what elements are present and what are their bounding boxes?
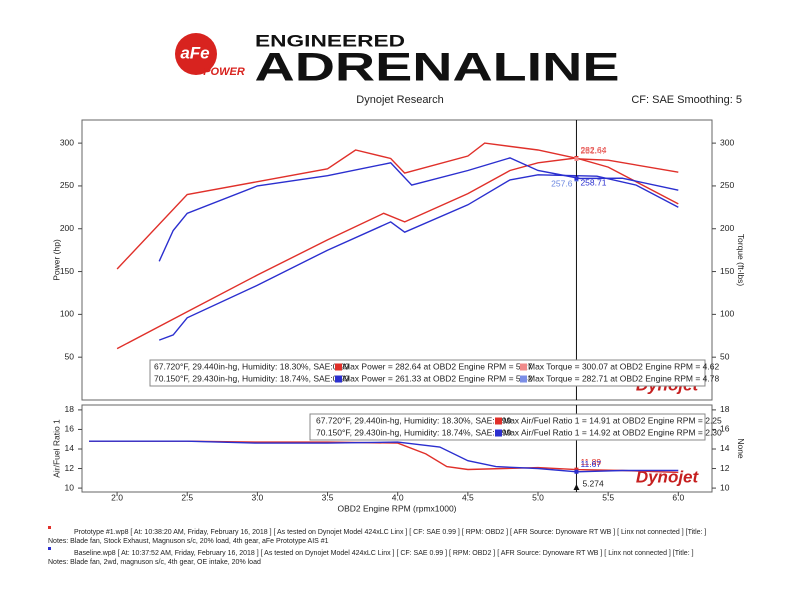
series-line (89, 440, 679, 473)
series-line (158, 174, 679, 341)
cursor-readout: 258.71 (580, 178, 606, 188)
legend-box (149, 359, 706, 387)
y2-tick-label: 100 (720, 309, 734, 319)
x-tick-label: 5.0 (532, 492, 544, 502)
legend-swatch (335, 375, 342, 383)
y2-tick-label: 12 (720, 463, 730, 473)
x-tick-label: 2.0 (111, 492, 123, 502)
x-tick-label: 3.0 (251, 492, 263, 502)
y-tick-label: 18 (65, 404, 75, 414)
x-tick-label: 2.5 (181, 492, 193, 502)
footer-swatch (48, 547, 51, 550)
series-line (116, 142, 679, 270)
legend-box (309, 413, 706, 441)
x-tick-label: 6.0 (672, 492, 684, 502)
legend-max: Max Air/Fuel Ratio 1 = 14.91 at OBD2 Eng… (503, 415, 722, 425)
y-axis-label: Power (hp) (51, 239, 61, 281)
series-line (158, 157, 679, 262)
cursor-marker (574, 467, 579, 472)
y2-tick-label: 150 (720, 266, 734, 276)
x-tick-label: 4.0 (392, 492, 404, 502)
legend-conditions: 67.720°F, 29.440in-hg, Humidity: 18.30%,… (154, 361, 350, 371)
y2-tick-label: 300 (720, 137, 734, 147)
legend-swatch (520, 375, 527, 383)
legend-swatch (495, 417, 502, 425)
legend-swatch (495, 429, 502, 437)
legend-max: Max Power = 261.33 at OBD2 Engine RPM = … (343, 373, 533, 383)
y-tick-label: 100 (60, 309, 74, 319)
y-tick-label: 10 (65, 482, 75, 492)
tagline: ENGINEERED (255, 31, 405, 50)
y2-tick-label: 200 (720, 223, 734, 233)
footer-run: Baseline.wp8 [ At: 10:37:52 AM, Friday, … (74, 550, 694, 557)
y-tick-label: 200 (60, 223, 74, 233)
y2-tick-label: 14 (720, 443, 730, 453)
y-tick-label: 300 (60, 137, 74, 147)
y2-tick-label: 250 (720, 180, 734, 190)
y-tick-label: 16 (65, 424, 75, 434)
header-left: Dynojet Research (356, 94, 443, 106)
y2-axis-label: None (736, 438, 746, 459)
x-tick-label: 5.5 (602, 492, 614, 502)
legend-max2: Max Torque = 300.07 at OBD2 Engine RPM =… (528, 361, 719, 371)
y-tick-label: 14 (65, 443, 75, 453)
series-line (89, 440, 679, 474)
legend-swatch (520, 363, 527, 371)
y-tick-label: 150 (60, 266, 74, 276)
cursor-marker (574, 176, 579, 181)
legend-conditions: 70.150°F, 29.430in-hg, Humidity: 18.74%,… (154, 373, 350, 383)
logo: aFe (180, 43, 209, 62)
legend-swatch (335, 363, 342, 371)
x-tick-label: 4.5 (462, 492, 474, 502)
cursor-x-label: 5.274 (582, 478, 604, 488)
cursor-marker (574, 469, 579, 474)
y-tick-label: 250 (60, 180, 74, 190)
legend-max: Max Air/Fuel Ratio 1 = 14.92 at OBD2 Eng… (503, 427, 722, 437)
logo-sub: POWER (203, 66, 245, 78)
footer-notes: Notes: Blade fan, 2wd, magnuson s/c, 4th… (48, 559, 261, 566)
cursor-readout: 282.64 (580, 145, 606, 155)
legend-conditions: 70.150°F, 29.430in-hg, Humidity: 18.74%,… (316, 427, 512, 437)
y2-axis-label: Torque (ft-lbs) (736, 234, 746, 287)
y-axis-label: Air/Fuel Ratio 1 (51, 419, 61, 478)
brand-title: ADRENALINE (255, 46, 620, 90)
y2-tick-label: 50 (720, 351, 730, 361)
cursor-readout: 257.6 (551, 179, 573, 189)
cursor-readout: 11.89 (580, 457, 601, 467)
y-tick-label: 12 (65, 463, 75, 473)
footer-notes: Notes: Blade fan, Stock Exhaust, Magnuso… (48, 538, 329, 545)
footer-run: Prototype #1.wp8 [ At: 10:38:20 AM, Frid… (74, 529, 706, 536)
header-right: CF: SAE Smoothing: 5 (631, 94, 742, 106)
y2-tick-label: 18 (720, 404, 730, 414)
y-tick-label: 50 (65, 351, 75, 361)
cursor-marker (574, 156, 579, 161)
footer-swatch (48, 526, 51, 529)
cursor-readout: 281.47 (580, 146, 606, 156)
legend-conditions: 67.720°F, 29.440in-hg, Humidity: 18.30%,… (316, 415, 512, 425)
logo-badge (175, 33, 217, 75)
y2-tick-label: 16 (720, 424, 730, 434)
legend-max: Max Power = 282.64 at OBD2 Engine RPM = … (343, 361, 533, 371)
watermark: Dynojet (636, 467, 700, 486)
legend-max2: Max Torque = 282.71 at OBD2 Engine RPM =… (528, 373, 719, 383)
y2-tick-label: 10 (720, 482, 730, 492)
cursor-readout: 11.67 (580, 459, 601, 469)
cursor-pointer (573, 484, 580, 490)
x-axis-label: OBD2 Engine RPM (rpmx1000) (337, 503, 456, 513)
x-tick-label: 3.5 (322, 492, 334, 502)
